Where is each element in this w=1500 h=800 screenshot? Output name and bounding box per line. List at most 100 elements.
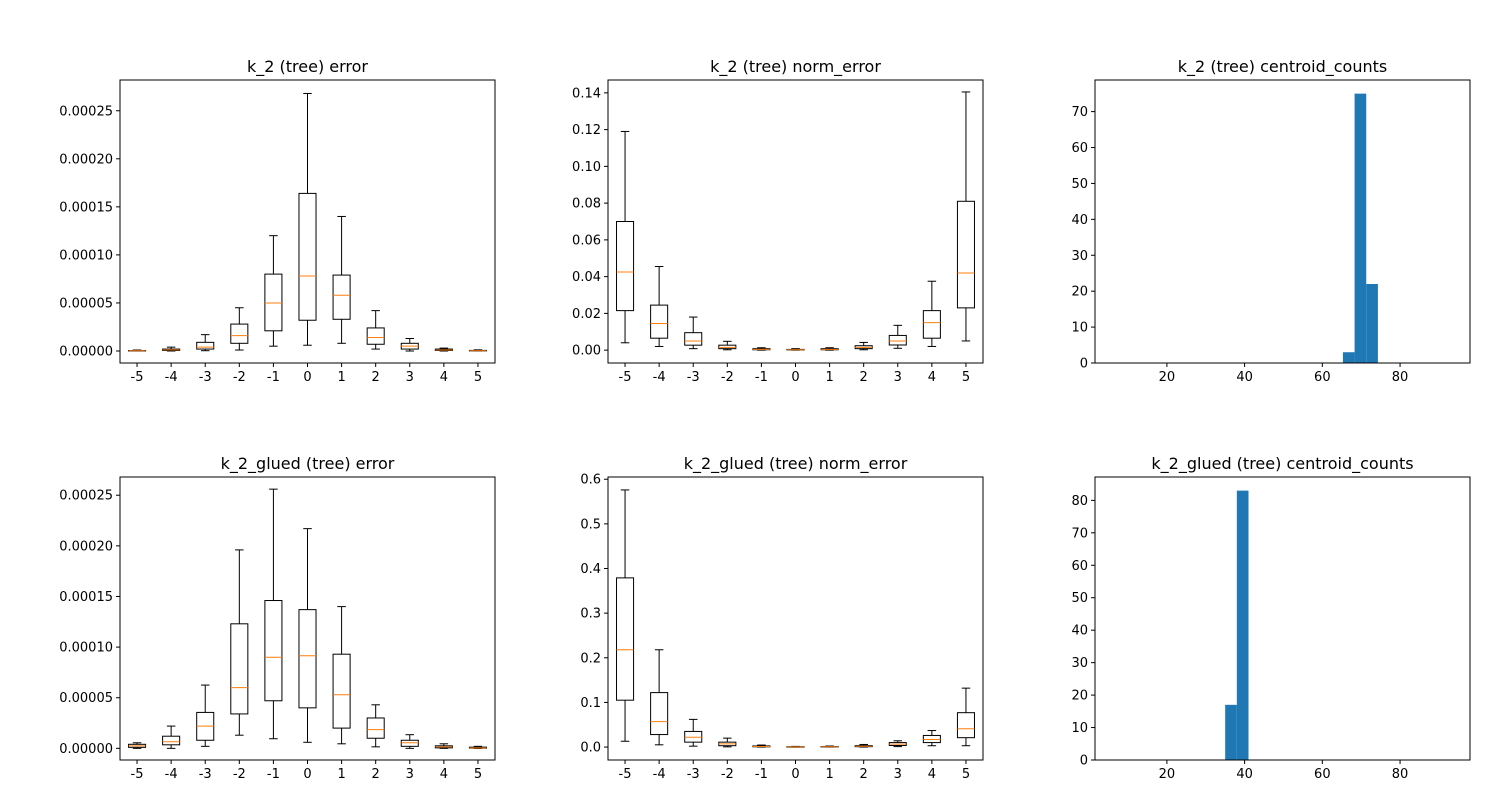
y-tick-label: 0.5: [580, 517, 601, 532]
box: [922, 310, 941, 339]
x-tick-label: -1: [755, 767, 768, 782]
x-tick-label: 4: [928, 767, 936, 782]
boxplot-2: [854, 743, 873, 748]
boxplot--2: [718, 737, 737, 748]
x-tick-label: -2: [233, 767, 246, 782]
axes-frame: [607, 476, 984, 761]
boxplot-3: [400, 337, 419, 352]
y-tick-label: 60: [1071, 141, 1088, 156]
x-tick-label: 80: [1392, 370, 1409, 385]
box: [650, 692, 669, 736]
boxplot-0: [786, 348, 805, 351]
box: [366, 327, 385, 345]
boxplot-3: [400, 734, 419, 749]
y-tick-label: 70: [1071, 526, 1088, 541]
x-tick-label: 3: [894, 370, 902, 385]
y-tick-label: 0.2: [580, 651, 601, 666]
histogram-bar: [1354, 93, 1367, 363]
y-tick-label: 0.00000: [59, 344, 113, 359]
panel-k2-centroid-counts: k_2 (tree) centroid_counts 20 40 60 80 0 10 20…: [1071, 57, 1471, 385]
y-tick-label: 0.02: [572, 307, 601, 322]
panel-k2-norm-error: k_2 (tree) norm_error -5 -4 -3 -2 -1 0 1 2 3 4 5 0.…: [572, 57, 984, 385]
y-tick-label: 80: [1071, 494, 1088, 509]
boxplot-4: [922, 730, 941, 747]
box: [650, 304, 669, 339]
chart-title: k_2_glued (tree) error: [221, 454, 395, 474]
y-tick-label: 20: [1071, 285, 1088, 300]
x-tick-label: 20: [1159, 767, 1176, 782]
axes-frame: [1094, 79, 1471, 364]
x-tick-label: -2: [721, 767, 734, 782]
axes-frame: [607, 79, 984, 364]
boxplot-0: [298, 528, 317, 743]
y-tick-label: 0.14: [572, 86, 601, 101]
boxplot--5: [616, 489, 635, 742]
boxplot--1: [264, 235, 283, 347]
boxplot-3: [888, 740, 907, 748]
y-tick-label: 10: [1071, 721, 1088, 736]
box: [162, 735, 181, 746]
x-tick-label: 1: [825, 767, 833, 782]
boxplot-5: [956, 91, 975, 342]
y-tick-label: 20: [1071, 689, 1088, 704]
x-tick-label: 2: [372, 370, 380, 385]
boxplot-1: [332, 215, 351, 344]
y-tick-label: 0.00020: [59, 152, 113, 167]
boxplot-4: [922, 280, 941, 347]
x-tick-label: -1: [755, 370, 768, 385]
panel-k2-error: k_2 (tree) error -5 -4 -3 -2 -1 0 1 2 3 4 5 0.00000…: [59, 57, 496, 385]
y-tick-label: 0.00025: [59, 104, 113, 119]
box: [400, 739, 419, 747]
y-tick-label: 0.00025: [59, 489, 113, 504]
boxplot--4: [162, 725, 181, 749]
x-tick-label: 60: [1314, 767, 1331, 782]
x-tick-label: 1: [337, 370, 345, 385]
chart-title: k_2_glued (tree) norm_error: [684, 454, 908, 474]
x-tick-label: -4: [653, 370, 666, 385]
box: [230, 623, 249, 715]
y-tick-label: 0.1: [580, 696, 601, 711]
box: [264, 600, 283, 702]
box: [956, 712, 975, 739]
y-tick-label: 0.00005: [59, 691, 113, 706]
y-tick-label: 0.00010: [59, 248, 113, 263]
x-tick-label: 40: [1236, 370, 1253, 385]
boxplot-1: [820, 347, 839, 351]
y-tick-label: 0.3: [580, 607, 601, 622]
chart-title: k_2 (tree) centroid_counts: [1178, 57, 1387, 77]
y-tick-label: 0: [1080, 754, 1088, 769]
chart-title: k_2 (tree) error: [247, 57, 368, 77]
box: [230, 323, 249, 344]
y-tick-label: 0.12: [572, 123, 601, 138]
x-tick-label: 1: [337, 767, 345, 782]
y-tick-label: 0.0: [580, 741, 601, 756]
histogram-bar: [1236, 490, 1249, 760]
boxplot--1: [264, 488, 283, 740]
x-tick-label: 2: [860, 370, 868, 385]
x-tick-label: 4: [440, 767, 448, 782]
chart-title: k_2 (tree) norm_error: [710, 57, 881, 77]
x-tick-label: 4: [928, 370, 936, 385]
y-tick-label: 0.00015: [59, 590, 113, 605]
x-tick-label: 2: [860, 767, 868, 782]
y-tick-label: 50: [1071, 591, 1088, 606]
box: [684, 332, 703, 346]
boxplot-2: [854, 341, 873, 351]
x-tick-label: -4: [165, 767, 178, 782]
y-tick-label: 60: [1071, 559, 1088, 574]
x-tick-label: 0: [303, 370, 311, 385]
box: [196, 341, 215, 350]
box: [298, 609, 317, 709]
y-tick-label: 50: [1071, 177, 1088, 192]
boxplot--4: [650, 649, 669, 746]
x-tick-label: -5: [131, 767, 144, 782]
x-tick-label: 5: [474, 767, 482, 782]
y-tick-label: 0.00000: [59, 742, 113, 757]
boxplot--4: [162, 346, 181, 352]
boxplot-0: [298, 92, 317, 346]
y-tick-label: 0.00005: [59, 296, 113, 311]
box: [616, 577, 635, 701]
y-tick-label: 0.00015: [59, 200, 113, 215]
